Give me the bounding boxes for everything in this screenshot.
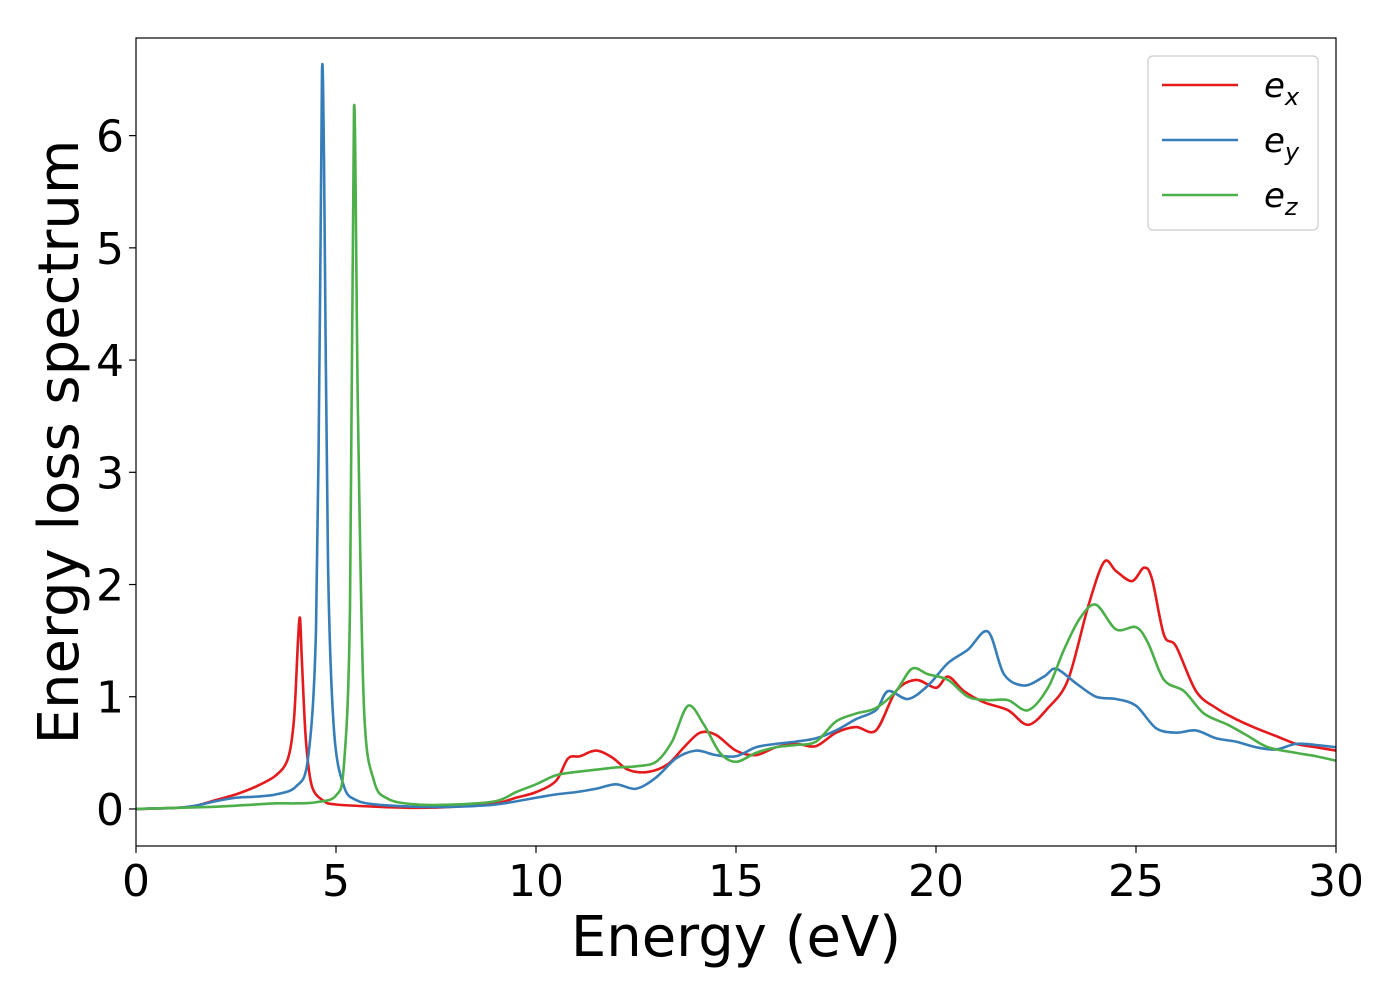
legend-label-base: e	[1264, 121, 1285, 161]
x-tick-label: 25	[1108, 856, 1164, 907]
y-tick-label: 3	[96, 448, 124, 499]
legend-box	[1147, 55, 1319, 231]
legend-label-subscript: x	[1284, 83, 1300, 111]
y-tick-label: 2	[96, 561, 124, 612]
x-axis-ticks: 0 5 10 15 20 25 30	[122, 846, 1364, 907]
y-axis-title: Energy loss spectrum	[27, 140, 92, 745]
series-line-e-z	[136, 103, 1336, 811]
y-tick-label: 5	[96, 224, 124, 275]
x-tick-label: 5	[322, 856, 350, 907]
legend-label: ex	[1264, 66, 1300, 111]
x-axis-title: Energy (eV)	[571, 905, 901, 970]
y-tick-label: 4	[96, 336, 124, 387]
series-line-e-x	[136, 559, 1336, 811]
y-tick-label: 0	[96, 785, 124, 836]
series-lines	[136, 62, 1336, 811]
x-tick-label: 10	[508, 856, 564, 907]
x-tick-label: 15	[708, 856, 764, 907]
y-tick-label: 6	[96, 112, 124, 163]
legend-label-subscript: z	[1284, 193, 1299, 221]
legend-label-base: e	[1264, 176, 1285, 216]
legend-label: ez	[1264, 176, 1299, 221]
y-axis-ticks: 0 1 2 3 4 5 6	[96, 112, 136, 836]
x-tick-label: 20	[908, 856, 964, 907]
legend-label: ey	[1264, 121, 1300, 166]
x-tick-label: 0	[122, 856, 150, 907]
series-line-e-y	[136, 62, 1336, 811]
legend-label-base: e	[1264, 66, 1285, 106]
legend-label-subscript: y	[1284, 138, 1300, 166]
y-tick-label: 1	[96, 673, 124, 724]
x-tick-label: 30	[1308, 856, 1364, 907]
